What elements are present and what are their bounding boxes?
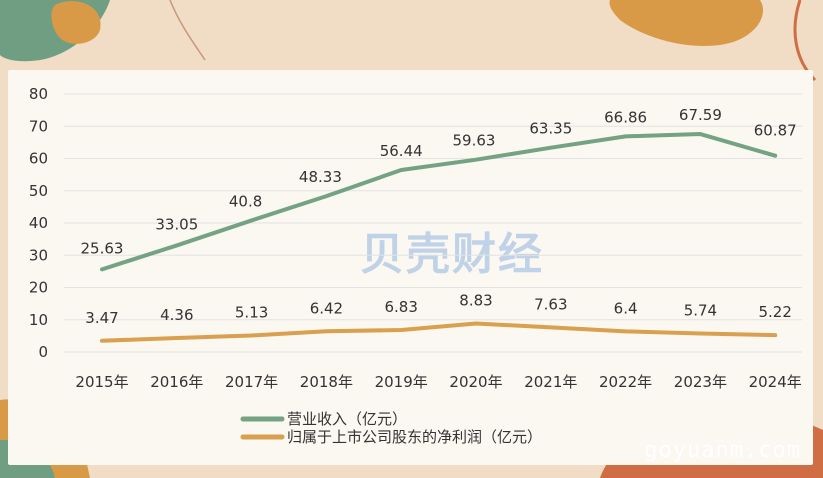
data-label: 5.74: [684, 301, 717, 319]
legend-label: 归属于上市公司股东的净利润（亿元）: [287, 428, 542, 446]
data-label: 7.63: [534, 295, 567, 313]
data-label: 67.59: [679, 106, 722, 124]
y-tick-label: 80: [29, 85, 48, 103]
watermark-text: 贝壳财经: [360, 229, 544, 280]
orange-blob-top-left: [51, 1, 101, 44]
data-label: 66.86: [604, 108, 647, 126]
y-tick-label: 50: [29, 182, 48, 200]
data-label: 4.36: [160, 306, 193, 324]
leaf-top-center: [169, 0, 206, 61]
data-label: 40.8: [229, 192, 262, 210]
y-tick-label: 20: [29, 279, 48, 297]
x-tick-label: 2018年: [300, 373, 353, 391]
data-label: 60.87: [754, 122, 797, 140]
data-labels: 25.63 33.05 40.8 48.33 56.44 59.63 63.35 66.86 6…: [81, 106, 797, 327]
data-label: 6.83: [384, 298, 417, 316]
legend-label: 营业收入（亿元）: [287, 410, 407, 428]
y-tick-label: 10: [29, 311, 48, 329]
x-axis: 2015年 2016年 2017年 2018年 2019年 2020年 2021年 2022年…: [75, 373, 801, 391]
series: [100, 132, 778, 343]
gridlines: [64, 93, 802, 353]
series-line-0: [100, 132, 778, 272]
footer-url: goyuanm.com: [644, 438, 801, 463]
series-line-1: [100, 321, 778, 343]
data-label: 5.13: [235, 303, 268, 321]
data-label: 63.35: [529, 120, 572, 138]
data-label: 6.42: [310, 299, 343, 317]
x-tick-label: 2022年: [599, 373, 652, 391]
y-tick-label: 0: [38, 343, 48, 361]
legend: 营业收入（亿元）归属于上市公司股东的净利润（亿元）: [240, 410, 542, 446]
data-label: 59.63: [453, 132, 496, 150]
x-tick-label: 2016年: [150, 373, 203, 391]
x-tick-label: 2020年: [449, 373, 502, 391]
y-tick-label: 40: [29, 214, 48, 232]
x-tick-label: 2015年: [75, 373, 128, 391]
y-tick-label: 70: [29, 117, 48, 135]
x-tick-label: 2021年: [524, 373, 577, 391]
x-tick-label: 2019年: [375, 373, 428, 391]
data-label: 5.22: [758, 303, 791, 321]
data-label: 6.4: [614, 299, 638, 317]
data-label: 8.83: [459, 292, 492, 310]
data-label: 48.33: [299, 168, 342, 186]
y-axis: 0 10 20 30 40 50 60 70 80: [29, 85, 48, 361]
data-label: 3.47: [85, 309, 118, 327]
data-label: 25.63: [81, 239, 124, 257]
y-tick-label: 30: [29, 246, 48, 264]
x-tick-label: 2017年: [225, 373, 278, 391]
x-tick-label: 2024年: [749, 373, 802, 391]
orange-blob-top-right: [609, 0, 764, 46]
data-label: 33.05: [155, 215, 198, 233]
y-tick-label: 60: [29, 150, 48, 168]
x-tick-label: 2023年: [674, 373, 727, 391]
data-label: 56.44: [380, 142, 423, 160]
